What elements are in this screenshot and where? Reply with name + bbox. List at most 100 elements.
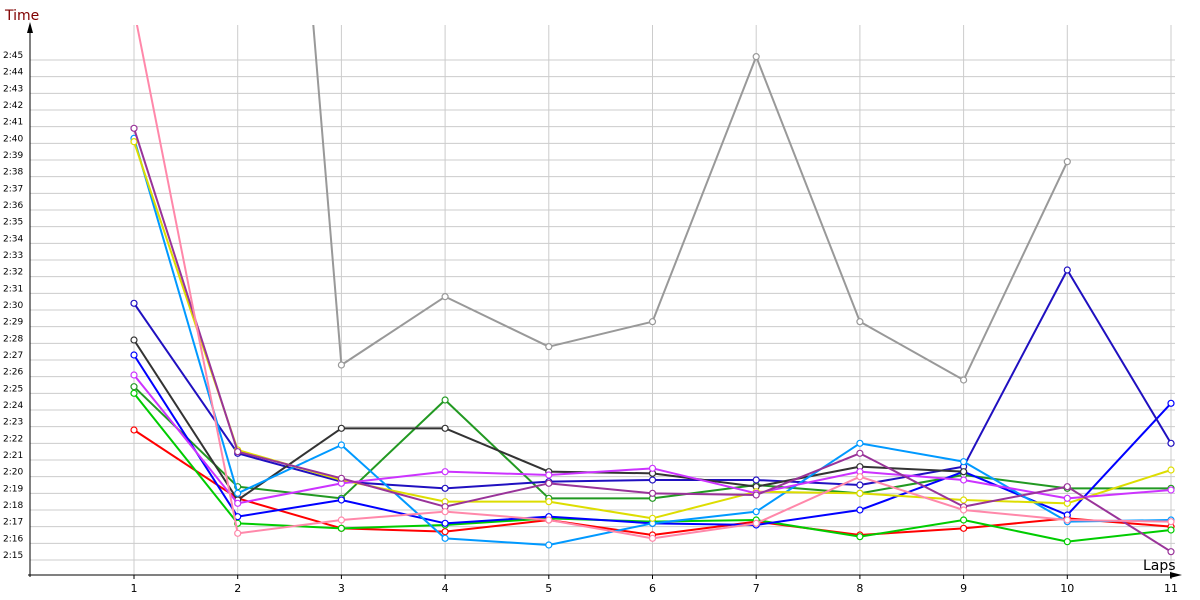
y-tick-label: 2:25 [3,384,23,394]
y-tick-label: 2:26 [3,368,23,378]
data-point [959,468,968,476]
x-tick-label: 2 [234,582,241,595]
data-point [441,534,449,542]
series-9 [130,371,1175,507]
data-point [648,514,657,522]
axes [27,22,1182,578]
data-point [545,479,553,487]
data-point [130,351,138,359]
y-tick-label: 2:39 [3,151,23,161]
data-point [545,541,553,549]
y-tick-label: 2:37 [3,184,23,194]
data-point [856,449,864,457]
data-point [752,53,760,61]
data-point [441,519,449,527]
data-point [441,468,449,476]
data-point [337,496,345,504]
data-point [1167,439,1175,447]
y-tick-label: 2:30 [3,301,23,311]
data-point [441,528,449,536]
data-point [234,529,242,537]
x-tick-label: 8 [856,582,863,595]
data-point [441,484,449,492]
y-tick-label: 2:19 [3,484,23,494]
y-tick-label: 2:33 [3,251,23,261]
data-point [959,524,968,532]
y-tick-label: 2:35 [3,218,23,228]
data-point [648,464,657,472]
y-tick-label: 2:42 [3,101,23,111]
data-point [959,496,968,504]
series-6 [312,25,1071,384]
data-point [648,489,657,497]
data-point [1063,516,1071,524]
y-tick-label: 2:32 [3,268,23,278]
data-point [959,516,968,524]
data-point [1167,548,1175,556]
data-point [337,516,345,524]
x-tick-label: 5 [545,582,552,595]
data-point [234,448,242,456]
y-tick-label: 2:15 [3,551,23,561]
y-tick-label: 2:27 [3,351,23,361]
y-tick-label: 2:34 [3,234,23,244]
data-point [856,439,864,447]
data-point [648,534,657,542]
y-axis-title: Time [4,8,39,24]
x-tick-label: 1 [131,582,138,595]
data-point [441,508,449,516]
series-group [130,7,1175,556]
x-tick-label: 10 [1060,582,1074,595]
data-point [131,7,137,13]
x-tick-label: 3 [338,582,345,595]
data-point [1167,518,1175,526]
data-point [752,491,760,499]
data-point [752,476,760,484]
data-point [337,361,345,369]
data-point [545,343,553,351]
y-tick-label: 2:41 [3,118,23,128]
series-11 [131,7,1175,542]
data-point [130,383,138,391]
data-point [130,371,138,379]
x-axis-arrow-icon [1170,572,1182,578]
data-point [130,299,138,307]
data-point [1167,399,1175,407]
data-point [130,336,138,344]
y-tick-label: 2:38 [3,168,23,178]
data-point [1063,158,1071,166]
data-point [130,138,138,146]
x-tick-label: 6 [649,582,656,595]
y-tick-label: 2:28 [3,334,23,344]
data-point [856,533,864,541]
data-point [1167,466,1175,474]
x-tick-label: 7 [753,582,760,595]
y-tick-label: 2:18 [3,501,23,511]
y-tick-label: 2:45 [3,51,23,61]
data-point [856,318,864,326]
data-point [545,516,553,524]
y-tick-label: 2:29 [3,318,23,328]
y-tick-label: 2:36 [3,201,23,211]
y-tick-label: 2:17 [3,518,23,528]
y-tick-label: 2:21 [3,451,23,461]
data-point [959,506,968,514]
y-tick-label: 2:22 [3,434,23,444]
data-point [959,376,968,384]
data-point [234,499,242,507]
x-tick-label: 9 [960,582,967,595]
data-point [337,424,345,432]
x-tick-label: 4 [442,582,449,595]
data-point [130,389,138,397]
data-point [234,489,242,497]
series-10 [130,124,1175,556]
data-point [130,426,138,434]
data-point [856,489,864,497]
data-point [441,293,449,301]
x-tick-label: 11 [1164,582,1178,595]
data-point [856,473,864,481]
data-point [856,506,864,514]
data-point [648,318,657,326]
data-point [1063,538,1071,546]
